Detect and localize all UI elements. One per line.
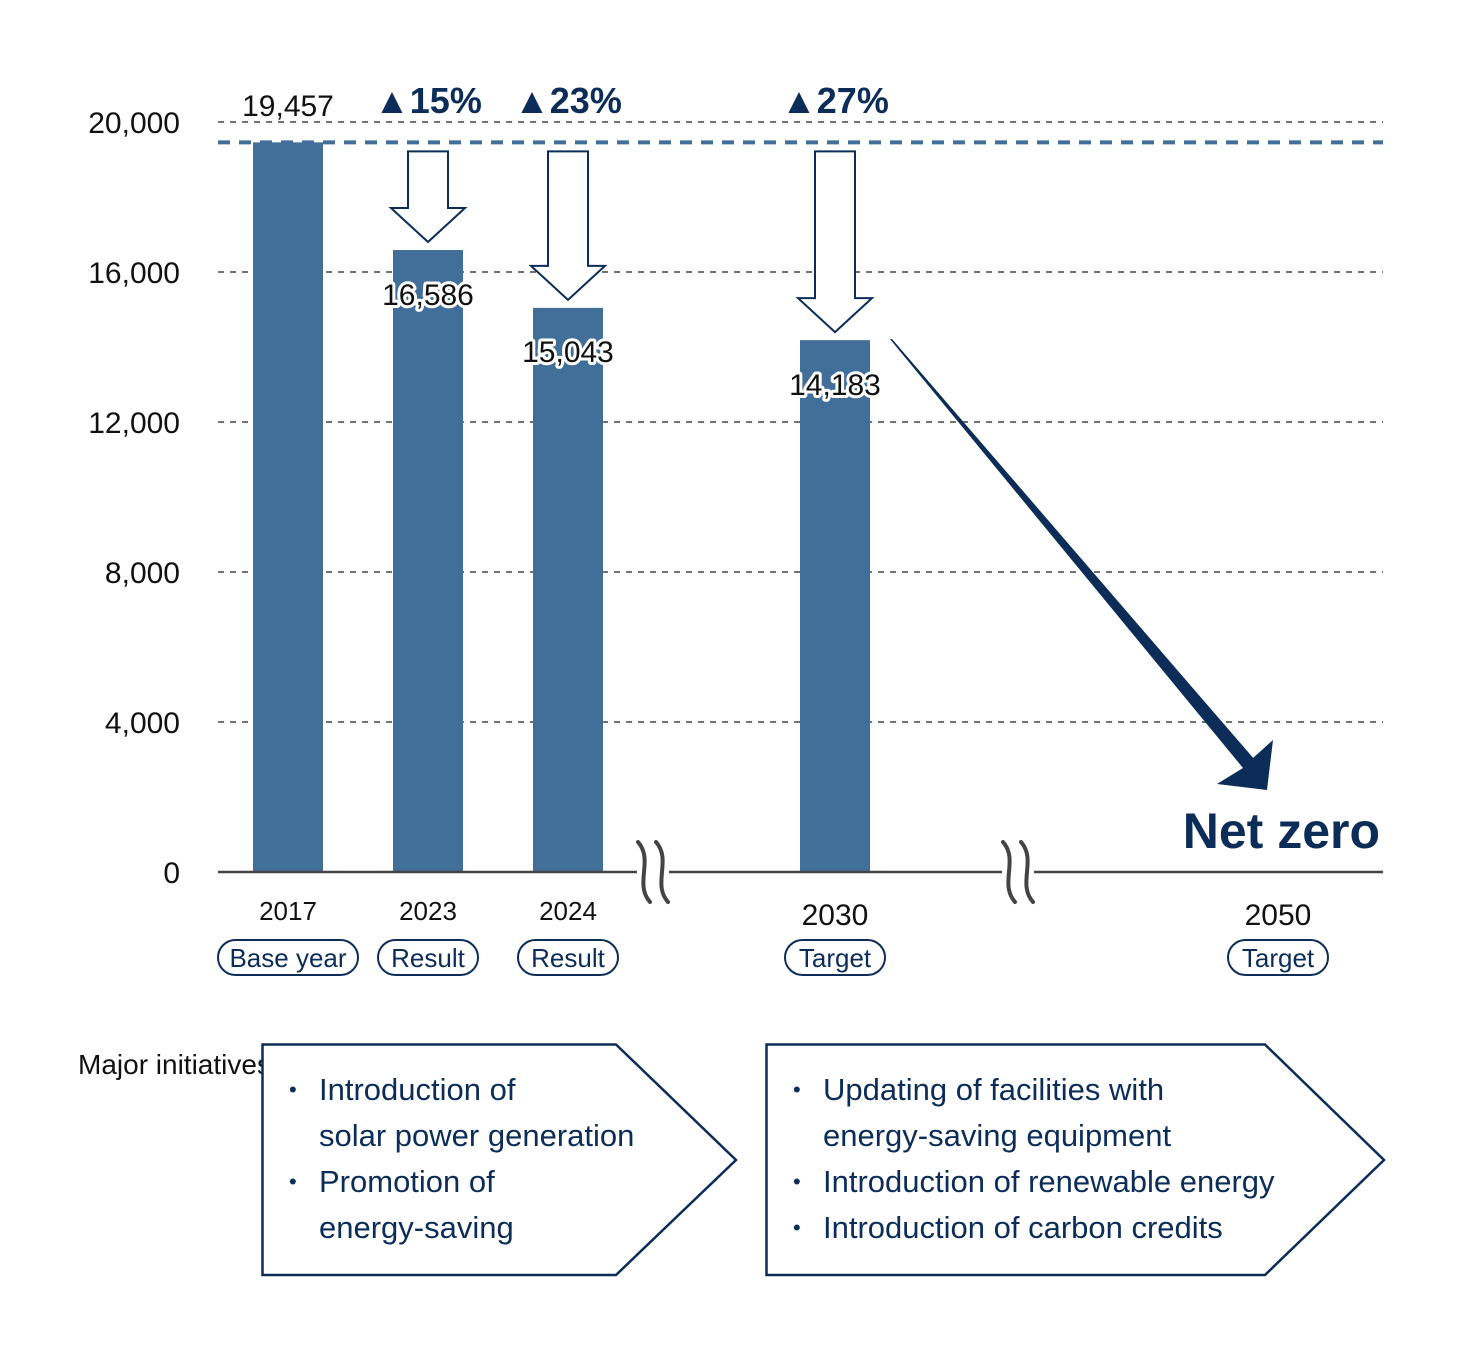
x-label-2030: 2030 bbox=[802, 899, 869, 932]
x-label-2017: 2017 bbox=[259, 896, 317, 926]
trend-arrow-tail bbox=[890, 339, 1255, 770]
bar-2023 bbox=[393, 250, 463, 872]
axis-break-gap bbox=[1002, 868, 1034, 876]
reduction-label-2030: ▲27% bbox=[781, 80, 889, 121]
bar-2017 bbox=[253, 142, 323, 873]
tag-label-2050: Target bbox=[1242, 943, 1315, 973]
axis-breaks bbox=[636, 840, 1035, 904]
tag-label-2017: Base year bbox=[229, 943, 346, 973]
axis-break-gap bbox=[637, 868, 669, 876]
axis-break-mark bbox=[636, 840, 652, 904]
y-tick-label: 4,000 bbox=[105, 707, 180, 740]
bar-2024 bbox=[533, 307, 603, 872]
y-tick-label: 16,000 bbox=[88, 257, 180, 290]
tag-pill-2023 bbox=[377, 939, 479, 976]
x-axis-labels: 2017 Base year 2023 Result 2024 Result 2030 Tar… bbox=[217, 896, 1329, 976]
y-tick-label: 12,000 bbox=[88, 407, 180, 440]
data-labels: 19,457 16,586 15,043 14,183 ▲15% ▲23% ▲27% Net … bbox=[242, 80, 1380, 859]
initiative-item: Updating of facilities withenergy-saving… bbox=[793, 1067, 1275, 1159]
axis-break-mark bbox=[654, 840, 670, 904]
major-initiatives-label: Major initiatives bbox=[78, 1049, 271, 1080]
net-zero-trend-arrow bbox=[890, 339, 1273, 790]
phase-2-list: Updating of facilities withenergy-saving… bbox=[793, 1067, 1275, 1251]
y-axis-ticks: 0 4,000 8,000 12,000 16,000 20,000 bbox=[88, 107, 180, 890]
tag-pill-2017 bbox=[217, 939, 359, 976]
initiative-item: Introduction of renewable energy bbox=[793, 1159, 1275, 1205]
bar-2030 bbox=[800, 340, 870, 872]
x-label-2024: 2024 bbox=[539, 896, 597, 926]
value-label-2030: 14,183 bbox=[789, 369, 881, 402]
bars bbox=[253, 142, 870, 873]
y-tick-label: 0 bbox=[163, 857, 180, 890]
x-label-2050: 2050 bbox=[1245, 899, 1312, 932]
x-label-2023: 2023 bbox=[399, 896, 457, 926]
reduction-label-2024: ▲23% bbox=[514, 80, 622, 121]
axis-break-mark bbox=[1019, 840, 1035, 904]
reduction-label-2023: ▲15% bbox=[374, 80, 482, 121]
reduction-arrows bbox=[388, 150, 875, 334]
y-tick-label: 8,000 bbox=[105, 557, 180, 590]
net-zero-label: Net zero bbox=[1183, 803, 1380, 859]
tag-label-2024: Result bbox=[531, 943, 605, 973]
emissions-chart: 0 4,000 8,000 12,000 16,000 20,000 19,457 16,5… bbox=[88, 80, 1383, 976]
reduction-arrow-2023 bbox=[388, 150, 468, 244]
y-tick-label: 20,000 bbox=[88, 107, 180, 140]
tag-pill-2024 bbox=[517, 939, 619, 976]
tag-label-2023: Result bbox=[391, 943, 465, 973]
value-label-2024: 15,043 bbox=[522, 336, 614, 369]
tag-label-2030: Target bbox=[799, 943, 872, 973]
axis-break-mark bbox=[1001, 840, 1017, 904]
value-label-2023: 16,586 bbox=[382, 279, 474, 312]
tag-pill-2050 bbox=[1227, 939, 1329, 976]
reduction-arrow-2030 bbox=[795, 150, 875, 334]
tag-pill-2030 bbox=[784, 939, 886, 976]
reduction-arrow-2024 bbox=[528, 150, 608, 302]
initiatives-phase-2: Updating of facilities withenergy-saving… bbox=[765, 1043, 1390, 1279]
initiative-item: Introduction of carbon credits bbox=[793, 1205, 1275, 1251]
value-label-2017: 19,457 bbox=[242, 90, 334, 123]
